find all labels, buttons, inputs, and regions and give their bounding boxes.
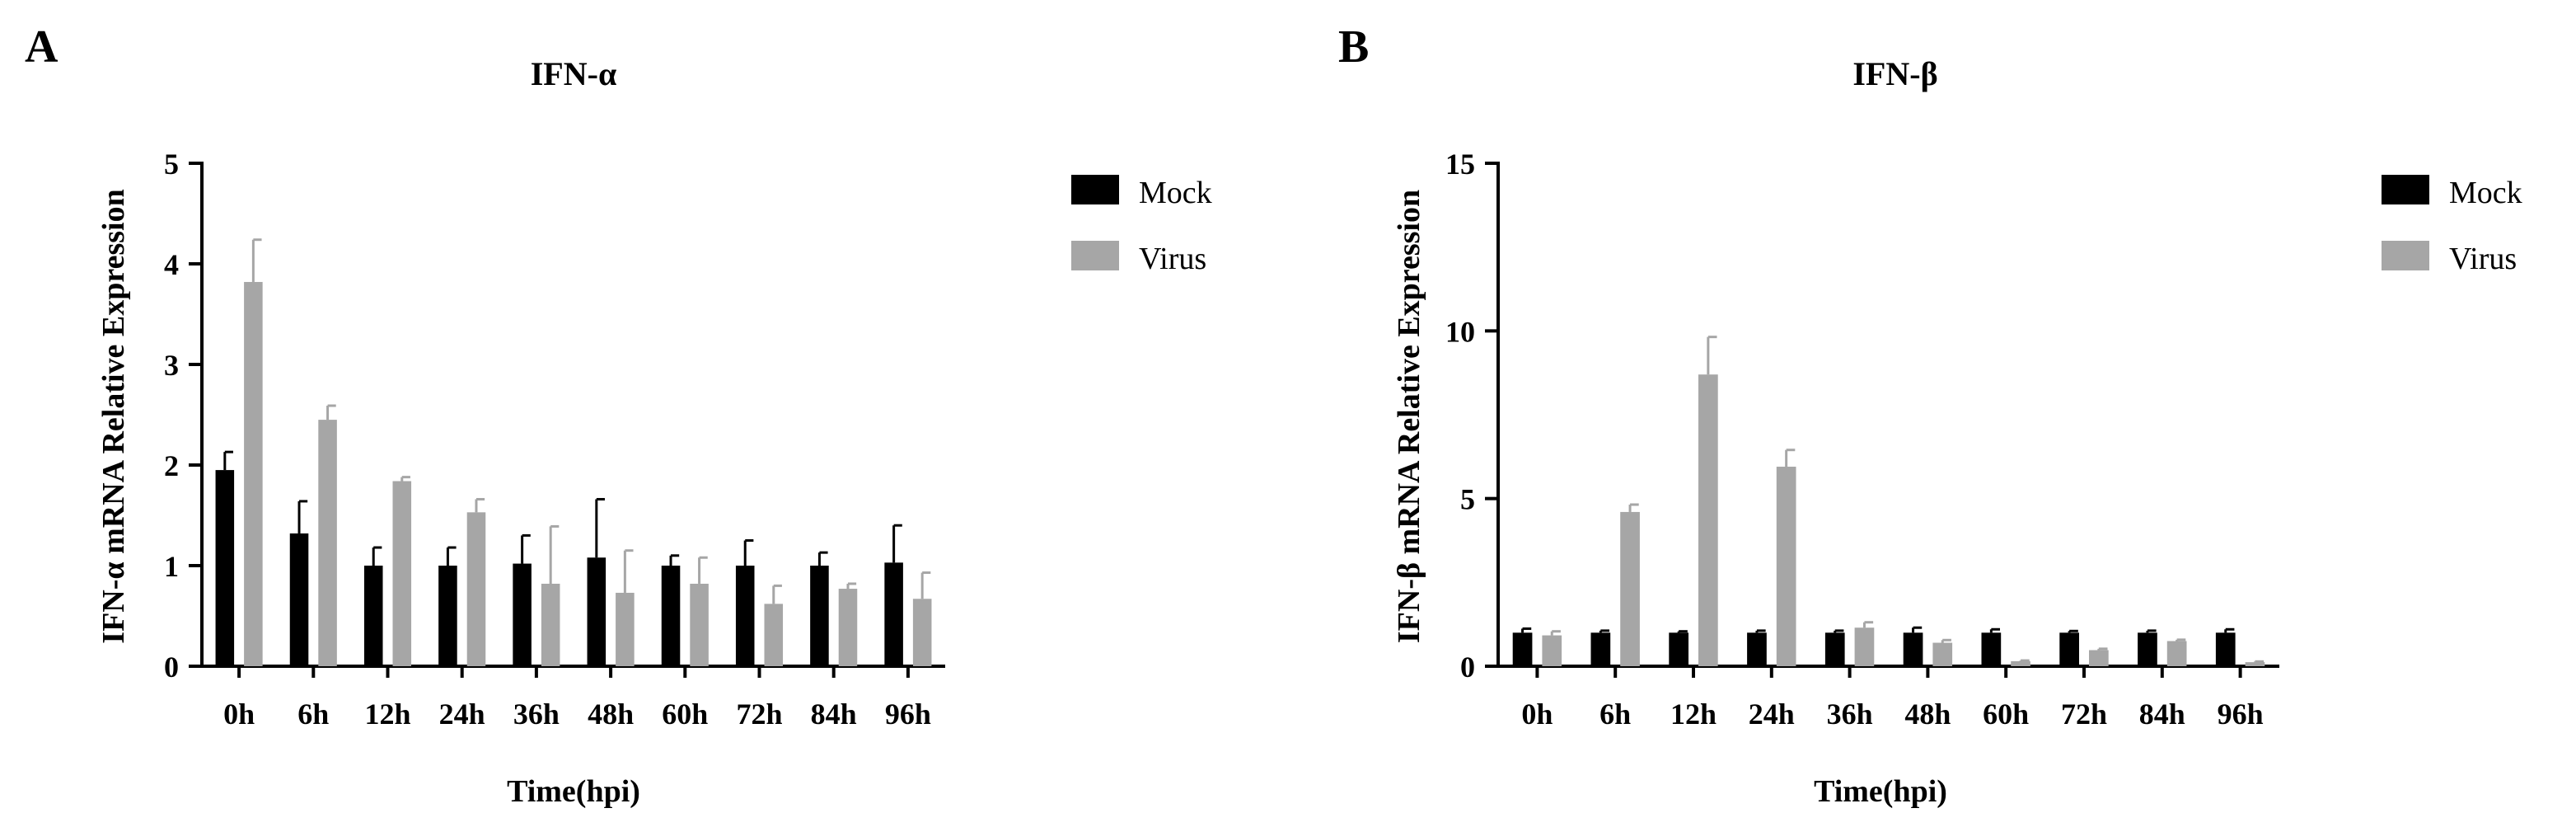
bar-virus-72h (764, 604, 784, 666)
bar-virus-0h (244, 281, 263, 666)
panel-a: A IFN-α Time(hpi) IFN-α mRNA Relative Ex… (25, 21, 1212, 809)
y-tick-label-a: 2 (164, 449, 179, 482)
x-tick-label-b: 12h (1670, 698, 1717, 731)
bar-mock-96h (884, 562, 903, 666)
legend-swatch-virus-a (1071, 241, 1119, 270)
bar-mock-48h (587, 557, 607, 666)
x-tick-label-a: 48h (588, 698, 634, 731)
legend-label-mock-a: Mock (1139, 176, 1212, 210)
bar-mock-12h (363, 566, 383, 666)
y-tick-label-a: 1 (164, 550, 179, 583)
y-tick-label-b: 15 (1445, 148, 1475, 181)
legend-label-virus-b: Virus (2449, 242, 2517, 276)
x-tick-label-b: 60h (1983, 698, 2029, 731)
x-tick-label-b: 96h (2218, 698, 2264, 731)
x-tick-label-a: 6h (297, 698, 329, 731)
x-axis-title-a: Time(hpi) (507, 774, 640, 809)
bar-mock-6h (1590, 632, 1611, 666)
panel-letter-b: B (1338, 21, 1369, 73)
x-tick-label-a: 96h (885, 698, 931, 731)
bar-mock-24h (438, 566, 457, 666)
x-tick-label-b: 24h (1749, 698, 1795, 731)
bar-virus-12h (392, 481, 412, 666)
y-tick-label-b: 10 (1445, 315, 1475, 348)
x-tick-label-b: 6h (1599, 698, 1631, 731)
bar-mock-0h (215, 470, 235, 666)
panel-letter-a: A (25, 21, 59, 73)
bar-virus-60h (2011, 660, 2030, 666)
x-axis-title-b: Time(hpi) (1814, 774, 1947, 809)
x-tick-label-a: 72h (736, 698, 782, 731)
bar-virus-36h (1854, 627, 1875, 666)
x-tick-label-a: 36h (513, 698, 560, 731)
bar-virus-96h (2245, 662, 2265, 666)
legend-swatch-mock-b (2382, 175, 2429, 204)
y-tick-label-b: 5 (1460, 483, 1475, 516)
x-tick-label-a: 84h (811, 698, 857, 731)
y-tick-label-b: 0 (1460, 651, 1475, 684)
chart-title-a: IFN-α (531, 55, 617, 92)
legend-label-mock-b: Mock (2449, 176, 2522, 210)
chart-title-b: IFN-β (1852, 55, 1937, 92)
x-tick-label-b: 0h (1521, 698, 1553, 731)
bar-virus-24h (1776, 467, 1796, 666)
bar-mock-72h (735, 566, 755, 666)
bar-virus-0h (1542, 635, 1562, 666)
bar-mock-96h (2215, 632, 2236, 666)
bar-mock-84h (2138, 632, 2157, 666)
y-tick-label-a: 5 (164, 148, 179, 181)
bar-virus-6h (318, 420, 337, 666)
bar-virus-48h (616, 592, 635, 666)
bar-mock-60h (661, 566, 681, 666)
bar-virus-84h (2166, 641, 2187, 666)
bar-mock-12h (1669, 632, 1688, 666)
bar-virus-48h (1932, 642, 1953, 666)
y-tick-label-a: 0 (164, 651, 179, 684)
x-tick-label-a: 12h (364, 698, 410, 731)
bar-mock-36h (1824, 632, 1845, 666)
bar-virus-36h (541, 583, 560, 666)
x-tick-label-b: 72h (2061, 698, 2107, 731)
bar-mock-24h (1747, 632, 1767, 666)
bar-virus-6h (1620, 511, 1640, 666)
bar-mock-72h (2059, 632, 2079, 666)
panel-b: B IFN-β Time(hpi) IFN-β mRNA Relative Ex… (1338, 21, 2522, 809)
bar-mock-84h (810, 566, 829, 666)
bar-mock-0h (1512, 632, 1533, 666)
legend-swatch-virus-b (2382, 241, 2429, 270)
y-tick-label-a: 4 (164, 248, 179, 281)
bar-mock-60h (1981, 632, 2002, 666)
bar-virus-60h (690, 583, 709, 666)
y-axis-title-b: IFN-β mRNA Relative Expression (1392, 190, 1426, 643)
bar-mock-6h (289, 533, 309, 666)
legend-swatch-mock-a (1071, 175, 1119, 204)
x-tick-label-a: 0h (223, 698, 255, 731)
y-axis-title-a: IFN-α mRNA Relative Expression (96, 189, 131, 643)
bar-virus-96h (912, 599, 932, 666)
x-tick-label-a: 24h (439, 698, 485, 731)
legend-label-virus-a: Virus (1139, 242, 1206, 276)
bar-mock-48h (1903, 632, 1923, 666)
bar-virus-72h (2089, 650, 2109, 666)
bar-virus-84h (838, 589, 858, 666)
x-tick-label-b: 84h (2139, 698, 2185, 731)
x-tick-label-b: 48h (1904, 698, 1951, 731)
bar-virus-12h (1698, 374, 1718, 666)
x-tick-label-a: 60h (662, 698, 708, 731)
x-tick-label-b: 36h (1827, 698, 1873, 731)
bar-virus-24h (466, 512, 486, 666)
y-tick-label-a: 3 (164, 349, 179, 382)
bar-mock-36h (513, 563, 532, 666)
